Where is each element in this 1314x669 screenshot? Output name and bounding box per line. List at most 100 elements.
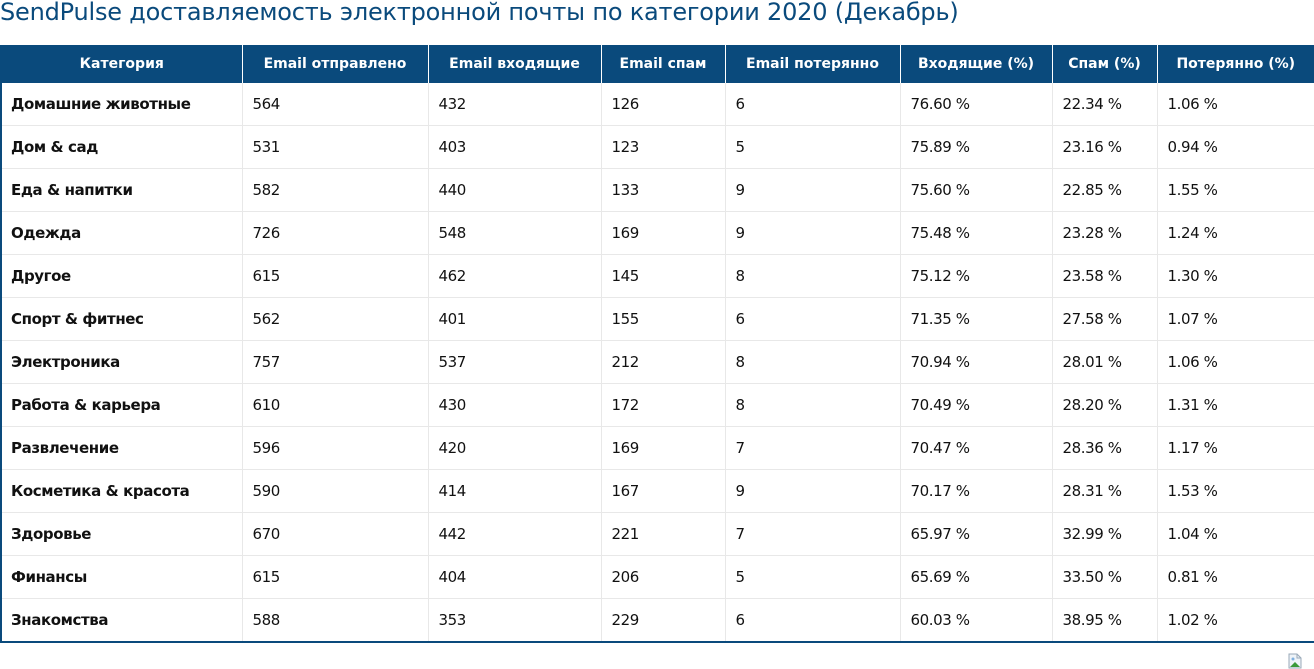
cell-inbox-pct: 75.60 % [900, 168, 1053, 212]
column-header-inbox-pct: Входящие (%) [900, 45, 1053, 83]
cell-spam: 172 [601, 383, 726, 427]
cell-lost: 8 [725, 254, 901, 298]
cell-lost-pct: 1.17 % [1157, 426, 1314, 470]
cell-spam-pct: 38.95 % [1052, 598, 1158, 642]
cell-category: Еда & напитки [1, 168, 243, 212]
cell-lost: 9 [725, 469, 901, 513]
cell-inbox: 401 [428, 297, 602, 341]
cell-category: Другое [1, 254, 243, 298]
deliverability-table: Категория Email отправлено Email входящи… [0, 45, 1314, 643]
cell-category: Электроника [1, 340, 243, 384]
cell-sent: 615 [242, 254, 429, 298]
cell-spam: 221 [601, 512, 726, 556]
cell-sent: 757 [242, 340, 429, 384]
cell-lost-pct: 1.06 % [1157, 340, 1314, 384]
cell-inbox-pct: 71.35 % [900, 297, 1053, 341]
cell-lost: 8 [725, 383, 901, 427]
cell-lost: 5 [725, 125, 901, 169]
page-title: SendPulse доставляемость электронной поч… [0, 0, 959, 26]
cell-spam: 126 [601, 83, 726, 126]
cell-inbox-pct: 70.49 % [900, 383, 1053, 427]
cell-category: Косметика & красота [1, 469, 243, 513]
cell-spam-pct: 23.58 % [1052, 254, 1158, 298]
cell-inbox-pct: 65.97 % [900, 512, 1053, 556]
column-header-spam: Email спам [601, 45, 726, 83]
cell-spam-pct: 28.01 % [1052, 340, 1158, 384]
cell-sent: 588 [242, 598, 429, 642]
table-row: Работа & карьера 610 430 172 8 70.49 % 28.20 %… [1, 383, 1314, 427]
cell-spam-pct: 33.50 % [1052, 555, 1158, 599]
cell-inbox-pct: 75.48 % [900, 211, 1053, 255]
cell-spam-pct: 22.85 % [1052, 168, 1158, 212]
cell-inbox: 440 [428, 168, 602, 212]
cell-spam: 229 [601, 598, 726, 642]
cell-lost-pct: 1.53 % [1157, 469, 1314, 513]
cell-lost: 6 [725, 297, 901, 341]
cell-inbox: 403 [428, 125, 602, 169]
cell-inbox: 414 [428, 469, 602, 513]
cell-lost: 5 [725, 555, 901, 599]
table-row: Домашние животные 564 432 126 6 76.60 % 22.34 … [1, 83, 1314, 126]
cell-lost: 7 [725, 426, 901, 470]
cell-category: Развлечение [1, 426, 243, 470]
cell-inbox: 353 [428, 598, 602, 642]
cell-inbox-pct: 70.47 % [900, 426, 1053, 470]
cell-spam: 212 [601, 340, 726, 384]
table-row: Косметика & красота 590 414 167 9 70.17 % 28.3… [1, 469, 1314, 513]
table-row: Спорт & фитнес 562 401 155 6 71.35 % 27.58 % 1.… [1, 297, 1314, 341]
cell-lost-pct: 1.04 % [1157, 512, 1314, 556]
cell-category: Домашние животные [1, 83, 243, 126]
cell-spam: 167 [601, 469, 726, 513]
cell-sent: 726 [242, 211, 429, 255]
cell-category: Работа & карьера [1, 383, 243, 427]
cell-spam: 145 [601, 254, 726, 298]
cell-inbox-pct: 76.60 % [900, 83, 1053, 126]
cell-spam-pct: 22.34 % [1052, 83, 1158, 126]
table-row: Другое 615 462 145 8 75.12 % 23.58 % 1.30 % [1, 254, 1314, 298]
cell-inbox: 404 [428, 555, 602, 599]
table-row: Электроника 757 537 212 8 70.94 % 28.01 % 1.06 … [1, 340, 1314, 384]
cell-lost: 6 [725, 83, 901, 126]
cell-spam: 133 [601, 168, 726, 212]
cell-category: Финансы [1, 555, 243, 599]
cell-category: Одежда [1, 211, 243, 255]
cell-inbox-pct: 75.89 % [900, 125, 1053, 169]
cell-sent: 615 [242, 555, 429, 599]
cell-spam-pct: 28.31 % [1052, 469, 1158, 513]
cell-spam-pct: 28.36 % [1052, 426, 1158, 470]
cell-inbox: 420 [428, 426, 602, 470]
cell-category: Здоровье [1, 512, 243, 556]
cell-category: Дом & сад [1, 125, 243, 169]
cell-sent: 562 [242, 297, 429, 341]
cell-lost: 9 [725, 168, 901, 212]
cell-spam: 206 [601, 555, 726, 599]
cell-sent: 582 [242, 168, 429, 212]
cell-inbox: 462 [428, 254, 602, 298]
table-header-row: Категория Email отправлено Email входящи… [1, 45, 1314, 83]
table-row: Финансы 615 404 206 5 65.69 % 33.50 % 0.81 % [1, 555, 1314, 599]
cell-sent: 610 [242, 383, 429, 427]
table-row: Развлечение 596 420 169 7 70.47 % 28.36 % 1.17 … [1, 426, 1314, 470]
cell-spam-pct: 28.20 % [1052, 383, 1158, 427]
cell-spam: 169 [601, 426, 726, 470]
column-header-lost-pct: Потерянно (%) [1157, 45, 1314, 83]
cell-inbox: 442 [428, 512, 602, 556]
column-header-lost: Email потерянно [725, 45, 901, 83]
cell-lost-pct: 1.02 % [1167, 611, 1218, 629]
cell-lost: 9 [725, 211, 901, 255]
cell-sent: 531 [242, 125, 429, 169]
cell-lost: 7 [725, 512, 901, 556]
cell-lost-pct: 1.07 % [1157, 297, 1314, 341]
cell-spam-pct: 23.28 % [1052, 211, 1158, 255]
cell-lost-pct: 0.94 % [1157, 125, 1314, 169]
cell-inbox-pct: 65.69 % [900, 555, 1053, 599]
cell-spam-pct: 32.99 % [1052, 512, 1158, 556]
cell-sent: 564 [242, 83, 429, 126]
cell-lost: 6 [725, 598, 901, 642]
cell-spam-pct: 27.58 % [1052, 297, 1158, 341]
table-row: Одежда 726 548 169 9 75.48 % 23.28 % 1.24 % [1, 211, 1314, 255]
table-row: Здоровье 670 442 221 7 65.97 % 32.99 % 1.04 % [1, 512, 1314, 556]
cell-lost-pct: 1.31 % [1157, 383, 1314, 427]
cell-lost-pct: 1.30 % [1157, 254, 1314, 298]
cell-lost-pct: 0.81 % [1157, 555, 1314, 599]
